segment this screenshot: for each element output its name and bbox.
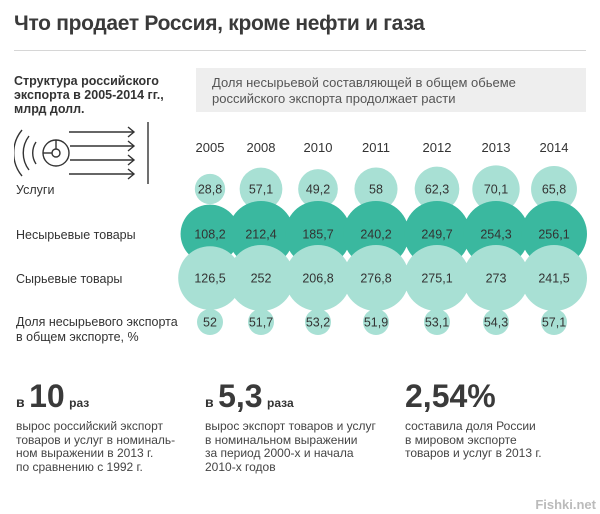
stat-description: вырос российский экспорт товаров и услуг… (16, 419, 176, 474)
stat-suffix: раз (69, 396, 90, 410)
stat-suffix: раза (267, 396, 294, 410)
bubble (483, 309, 509, 335)
bubble (521, 245, 587, 311)
bubble (363, 309, 389, 335)
year-label: 2013 (481, 140, 511, 155)
bubble (285, 245, 351, 311)
row-label-share: Доля несырьевого экспорта в общем экспор… (16, 315, 178, 344)
bubble (178, 246, 242, 310)
export-flow-icon (14, 122, 149, 184)
bubble-value: 240,2 (360, 228, 391, 242)
year-label: 2010 (303, 140, 333, 155)
bubble (180, 204, 240, 264)
row-label-services: Услуги (16, 183, 55, 197)
row-label-non-raw: Несырьевые товары (16, 228, 136, 242)
stat-prefix: в (16, 394, 25, 410)
bubble-value: 28,8 (198, 183, 222, 197)
title-divider (14, 50, 586, 51)
bubble-value: 51,7 (249, 316, 273, 330)
watermark: Fishki.net (535, 497, 596, 512)
bubble (197, 309, 223, 335)
bubble-value: 126,5 (194, 272, 225, 286)
bubble-value: 53,1 (425, 316, 449, 330)
stat-block-1: в 10 раз вырос российский экспорт товаро… (16, 378, 201, 474)
stat-prefix: в (205, 394, 214, 410)
bubble (248, 309, 274, 335)
bubble (239, 167, 283, 211)
bubble (228, 245, 294, 311)
bubble-value: 58 (369, 183, 383, 197)
stat-description: вырос экспорт товаров и услуг в номиналь… (205, 419, 376, 474)
year-label: 2014 (539, 140, 569, 155)
bubble-value: 273 (486, 272, 507, 286)
bubble (414, 166, 460, 212)
bubble (472, 165, 520, 213)
bubble-value: 57,1 (542, 316, 566, 330)
year-label: 2008 (246, 140, 276, 155)
bubble-chart: 28,8 57,1 49,2 58 62,3 70,1 65,8 108,2 212,4 185,… (178, 165, 587, 335)
bubble-value: 65,8 (542, 183, 566, 197)
bubble (305, 309, 331, 335)
bubble-value: 206,8 (302, 272, 333, 286)
bubble-value: 108,2 (194, 228, 225, 242)
bubble-value: 276,8 (360, 272, 391, 286)
row-label-raw: Сырьевые товары (16, 272, 123, 286)
bubble-value: 70,1 (484, 183, 508, 197)
bubble-value: 185,7 (302, 228, 333, 242)
bubble (404, 245, 470, 311)
bubble-value: 62,3 (425, 183, 449, 197)
stat-block-2: в 5,3 раза вырос экспорт товаров и услуг… (205, 378, 390, 474)
year-label: 2005 (195, 140, 225, 155)
bubble-value: 249,7 (421, 228, 452, 242)
bubble (541, 309, 567, 335)
bubble (298, 169, 338, 209)
stat-number: 10 (29, 378, 65, 414)
stat-description: составила доля России в мировом экспорте… (405, 419, 542, 460)
bubble-value: 57,1 (249, 183, 273, 197)
bubble-value: 52 (203, 316, 217, 330)
chart-subtitle: Структура российского экспорта в 2005-20… (14, 74, 164, 116)
bubble (354, 167, 398, 211)
bubble-value: 275,1 (421, 272, 452, 286)
stat-number: 2,54% (405, 378, 496, 414)
bubble-value: 241,5 (538, 272, 569, 286)
bubble-value: 49,2 (306, 183, 330, 197)
bubble-value: 212,4 (245, 228, 276, 242)
year-label: 2012 (422, 140, 452, 155)
bubble (463, 245, 529, 311)
bubble (194, 173, 226, 205)
year-label: 2011 (362, 140, 390, 155)
page-title: Что продает Россия, кроме нефти и газа (14, 12, 425, 35)
bubble (343, 245, 409, 311)
bubble-value: 53,2 (306, 316, 330, 330)
bubble-value: 254,3 (480, 228, 511, 242)
highlight-box: Доля несырьевой составляющей в общем обь… (196, 68, 586, 112)
bubble-value: 256,1 (538, 228, 569, 242)
bubble-value: 51,9 (364, 316, 388, 330)
bubble (531, 166, 577, 212)
stat-number: 5,3 (218, 378, 263, 414)
bubble-value: 54,3 (484, 316, 508, 330)
bubble (424, 309, 450, 335)
bubble-value: 252 (251, 272, 272, 286)
stat-block-3: 2,54% составила доля России в мировом эк… (405, 378, 590, 461)
